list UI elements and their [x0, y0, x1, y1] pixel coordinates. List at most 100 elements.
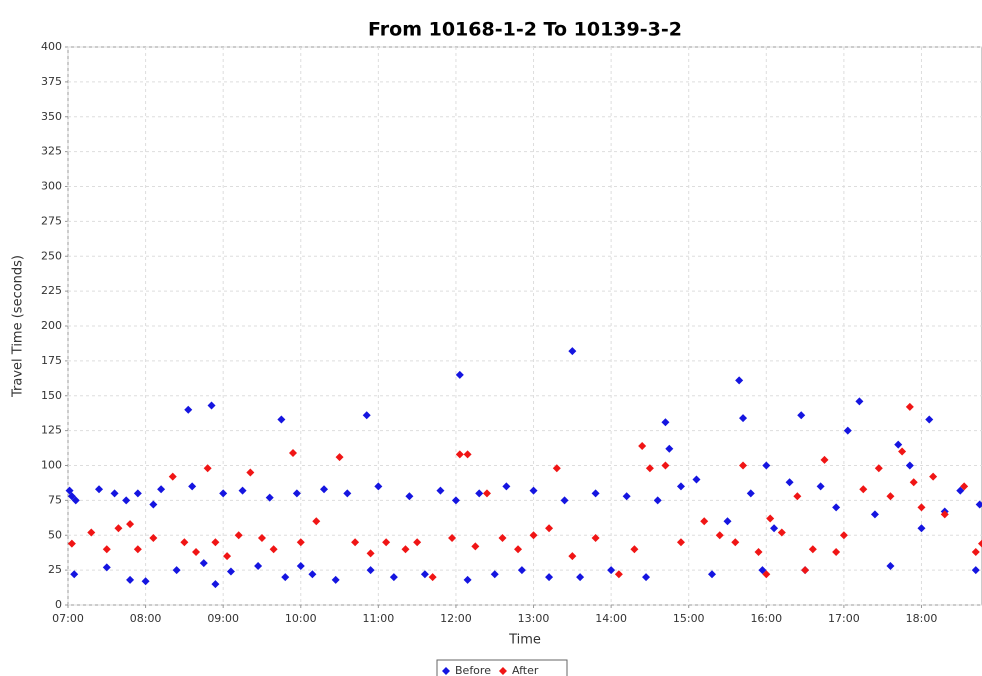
point [234, 531, 243, 540]
point [180, 538, 189, 547]
point [692, 475, 701, 484]
point [870, 510, 879, 519]
point [482, 489, 491, 498]
point [642, 573, 651, 582]
point [498, 534, 507, 543]
y-tick-label: 50 [48, 528, 62, 541]
point [331, 575, 340, 584]
legend-marker [442, 667, 450, 675]
point [343, 489, 352, 498]
point [308, 570, 317, 579]
point [67, 492, 76, 501]
point [793, 492, 802, 501]
point [320, 485, 329, 494]
y-tick-label: 400 [41, 40, 62, 53]
point [401, 545, 410, 554]
y-tick-label: 150 [41, 389, 62, 402]
point [855, 397, 864, 406]
point [940, 510, 949, 519]
x-tick-label: 14:00 [595, 612, 627, 625]
point [676, 482, 685, 491]
x-tick-label: 17:00 [828, 612, 860, 625]
point [707, 570, 716, 579]
legend: Before After [436, 659, 568, 676]
legend-label: After [512, 664, 539, 676]
point [257, 534, 266, 543]
x-tick-label: 12:00 [440, 612, 472, 625]
point [246, 468, 255, 477]
point [405, 492, 414, 501]
point [451, 496, 460, 505]
point [475, 489, 484, 498]
y-tick-label: 100 [41, 459, 62, 472]
y-tick-label: 25 [48, 563, 62, 576]
point [843, 426, 852, 435]
point [126, 520, 135, 529]
point [971, 566, 980, 575]
point [894, 440, 903, 449]
point [808, 545, 817, 554]
point [975, 500, 982, 509]
point [192, 547, 201, 556]
point [133, 489, 142, 498]
point [978, 539, 982, 548]
point [905, 461, 914, 470]
point [758, 566, 767, 575]
point [770, 524, 779, 533]
x-axis-label: Time [508, 633, 541, 648]
point [735, 376, 744, 385]
point [560, 496, 569, 505]
point [859, 485, 868, 494]
point [653, 496, 662, 505]
point [149, 534, 158, 543]
point [296, 538, 305, 547]
x-tick-label: 15:00 [673, 612, 705, 625]
point [382, 538, 391, 547]
point [568, 347, 577, 356]
point [455, 450, 464, 459]
y-tick-label: 0 [55, 598, 62, 611]
point [517, 566, 526, 575]
point [645, 464, 654, 473]
x-tick-label: 13:00 [518, 612, 550, 625]
point [723, 517, 732, 526]
point [335, 453, 344, 462]
point [114, 524, 123, 533]
point [203, 464, 212, 473]
point [312, 517, 321, 526]
point [70, 570, 79, 579]
point [265, 493, 274, 502]
point [389, 573, 398, 582]
point [591, 534, 600, 543]
x-tick-label: 18:00 [906, 612, 938, 625]
point [971, 547, 980, 556]
y-tick-label: 325 [41, 145, 62, 158]
point [777, 528, 786, 537]
point [839, 531, 848, 540]
point [801, 566, 810, 575]
y-tick-label: 175 [41, 354, 62, 367]
point [172, 566, 181, 575]
point [122, 496, 131, 505]
y-tick-label: 300 [41, 180, 62, 193]
point [211, 580, 220, 589]
point [514, 545, 523, 554]
point [898, 447, 907, 456]
y-tick-label: 375 [41, 75, 62, 88]
point [665, 444, 674, 453]
point [281, 573, 290, 582]
y-tick-label: 125 [41, 424, 62, 437]
point [184, 405, 193, 414]
y-tick-label: 250 [41, 249, 62, 262]
point [490, 570, 499, 579]
grid [65, 46, 982, 608]
point [925, 415, 934, 424]
point [816, 482, 825, 491]
point [219, 489, 228, 498]
point [622, 492, 631, 501]
point [929, 472, 938, 481]
point [762, 570, 771, 579]
point [110, 489, 119, 498]
point [766, 514, 775, 523]
